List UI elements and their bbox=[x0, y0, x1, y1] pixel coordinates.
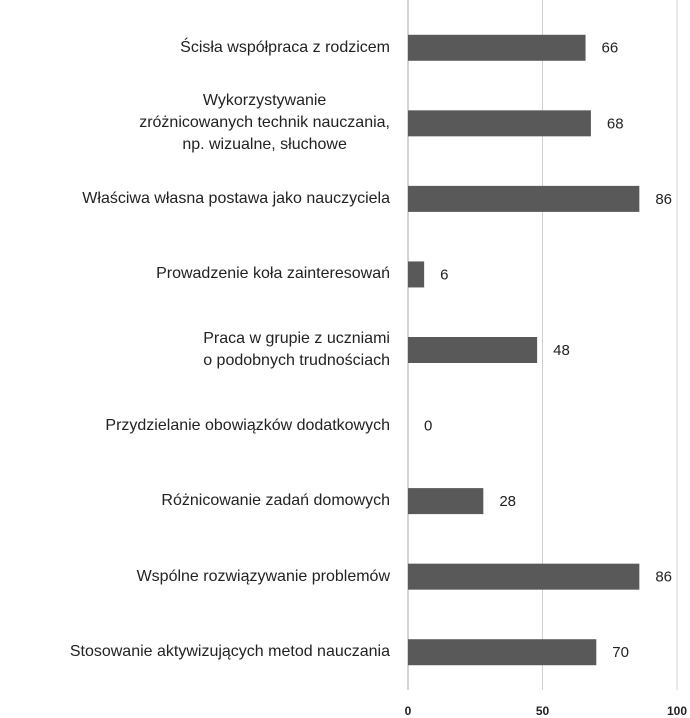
value-label: 0 bbox=[424, 418, 432, 435]
bar bbox=[408, 34, 586, 61]
y-tick-label: Właściwa własna postawa jako nauczyciela bbox=[82, 189, 390, 207]
bar bbox=[408, 639, 597, 666]
bar bbox=[408, 185, 640, 212]
value-label: 86 bbox=[655, 191, 672, 208]
y-tick-label: Prowadzenie koła zainteresowań bbox=[156, 265, 390, 283]
y-tick-label: Wspólne rozwiązywanie problemów bbox=[136, 567, 390, 585]
value-label: 68 bbox=[607, 115, 624, 132]
y-tick-label: Praca w grupie z uczniami o podobnych tr… bbox=[203, 330, 390, 369]
y-tick-label: Przydzielanie obowiązków dodatkowych bbox=[105, 416, 390, 434]
y-tick-label: Wykorzystywanie zróżnicowanych technik n… bbox=[139, 92, 390, 154]
bar bbox=[408, 563, 640, 590]
bar bbox=[408, 261, 425, 288]
value-label: 86 bbox=[655, 569, 672, 586]
bar bbox=[408, 488, 484, 515]
value-label: 66 bbox=[602, 40, 619, 57]
value-label: 28 bbox=[499, 493, 516, 510]
value-label: 6 bbox=[440, 266, 448, 283]
x-tick-label: 100 bbox=[667, 704, 687, 718]
value-label: 48 bbox=[553, 342, 570, 359]
y-tick-label: Stosowanie aktywizujących metod nauczani… bbox=[69, 643, 390, 661]
bar bbox=[408, 337, 538, 363]
y-tick-label: Różnicowanie zadań domowych bbox=[161, 492, 390, 510]
value-label: 70 bbox=[612, 644, 629, 661]
bar bbox=[408, 110, 591, 137]
x-tick-label: 0 bbox=[405, 704, 412, 718]
y-tick-label: Ścisła współpraca z rodzicem bbox=[180, 38, 390, 56]
x-tick-label: 50 bbox=[536, 704, 550, 718]
